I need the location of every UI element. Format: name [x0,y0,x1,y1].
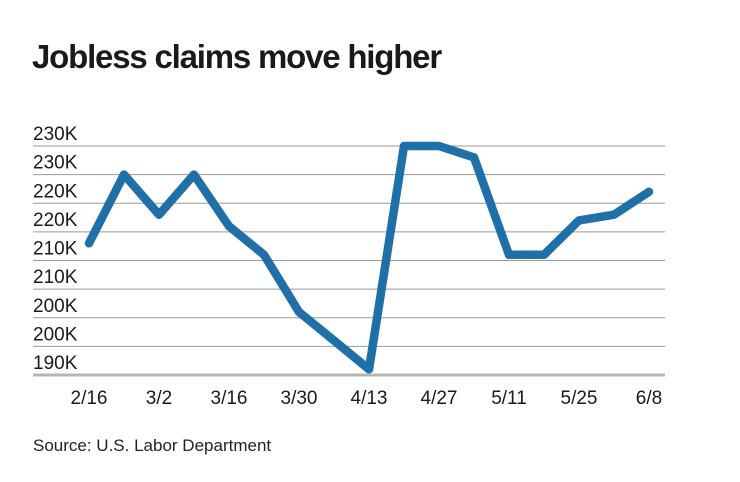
x-axis-label: 3/16 [211,388,248,409]
data-line [84,141,654,374]
y-axis-label: 230K [33,124,78,145]
x-axis-label: 3/30 [281,388,318,409]
x-axis-label: 3/2 [146,388,172,409]
x-axis-label: 5/25 [561,388,598,409]
x-axis-label: 5/11 [491,388,527,409]
y-axis-label: 190K [33,353,78,374]
x-axis-label: 4/13 [351,388,388,409]
y-axis-label: 210K [33,239,78,260]
y-axis-label: 200K [33,296,78,317]
x-axis-label: 6/8 [636,388,662,409]
x-axis-label: 2/16 [71,388,108,409]
y-axis-label: 220K [33,181,78,202]
y-axis-label: 220K [33,210,78,231]
chart-title: Jobless claims move higher [32,38,442,75]
x-axis-label: 4/27 [421,388,458,409]
y-axis-label: 230K [33,153,78,174]
y-axis-label: 210K [33,267,78,288]
source-note: Source: U.S. Labor Department [33,436,272,455]
y-axis-label: 200K [33,324,78,345]
